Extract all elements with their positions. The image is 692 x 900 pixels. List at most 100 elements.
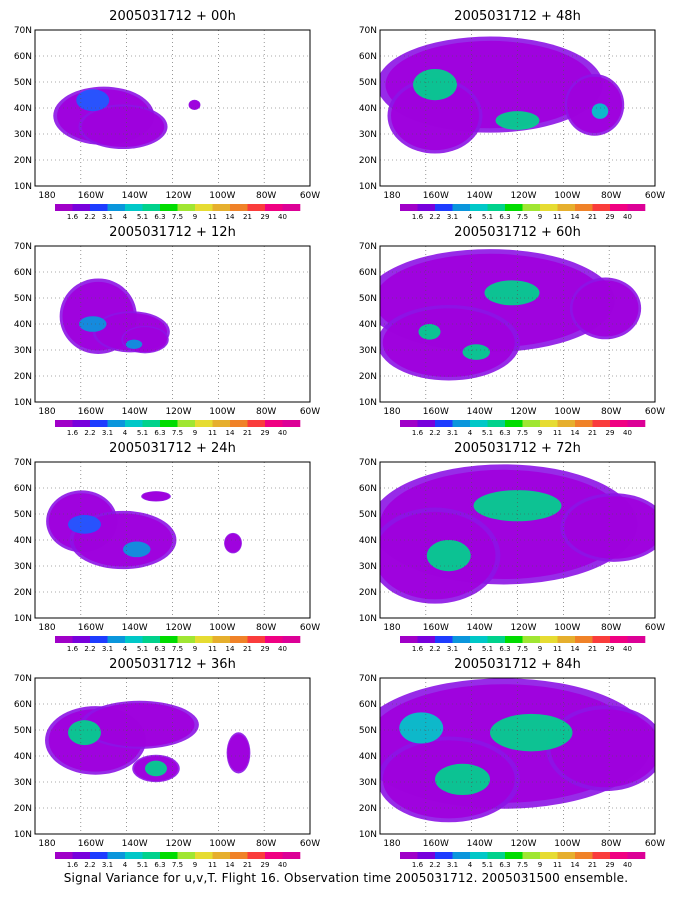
colorbar-label: 21 bbox=[588, 861, 597, 869]
lat-tick-label: 50N bbox=[14, 78, 32, 88]
colorbar-swatch bbox=[90, 636, 108, 643]
coastline bbox=[471, 46, 655, 143]
lat-tick-label: 40N bbox=[14, 752, 32, 762]
colorbar-label: 1.6 bbox=[412, 861, 424, 869]
colorbar-label: 14 bbox=[226, 645, 235, 653]
variance-region bbox=[591, 103, 609, 119]
colorbar-swatch bbox=[557, 420, 576, 427]
colorbar-label: 29 bbox=[606, 213, 615, 221]
colorbar-label: 29 bbox=[261, 861, 270, 869]
map-panel-p72: 2005031712 + 72h 70N 60N 50N 40N 30N 20N 10N 180… bbox=[359, 441, 665, 653]
colorbar-label: 11 bbox=[208, 429, 217, 437]
colorbar-swatch bbox=[400, 420, 418, 427]
lon-tick-label: 120W bbox=[510, 407, 536, 417]
colorbar-swatch bbox=[107, 204, 126, 211]
colorbar-label: 40 bbox=[278, 429, 287, 437]
lat-tick-label: 70N bbox=[359, 26, 377, 36]
coastline bbox=[573, 568, 617, 599]
lat-tick-label: 40N bbox=[359, 752, 377, 762]
coastline bbox=[573, 136, 617, 167]
colorbar-swatch bbox=[55, 420, 73, 427]
colorbar-label: 6.3 bbox=[154, 645, 165, 653]
colorbar-swatch bbox=[522, 204, 541, 211]
colorbar-label: 5.1 bbox=[482, 645, 493, 653]
lat-tick-label: 10N bbox=[14, 830, 32, 840]
colorbar-label: 9 bbox=[193, 861, 197, 869]
colorbar-swatch bbox=[610, 420, 628, 427]
colorbar-label: 14 bbox=[571, 645, 580, 653]
figure-caption: Signal Variance for u,v,T. Flight 16. Ob… bbox=[63, 871, 629, 885]
map-panel-p12: 2005031712 + 12h 70N 60N 50N 40N 30N 20N 10N 180… bbox=[14, 225, 320, 437]
colorbar-label: 40 bbox=[278, 645, 287, 653]
lat-tick-label: 70N bbox=[14, 674, 32, 684]
lon-tick-label: 100W bbox=[554, 407, 580, 417]
colorbar-swatch bbox=[435, 420, 453, 427]
plot-frame bbox=[379, 29, 656, 187]
colorbar-label: 9 bbox=[538, 645, 542, 653]
lon-tick-label: 120W bbox=[165, 623, 191, 633]
lat-tick-label: 60N bbox=[14, 268, 32, 278]
colorbar-label: 5.1 bbox=[482, 213, 493, 221]
lon-tick-label: 180 bbox=[38, 191, 55, 201]
colorbar-swatch bbox=[417, 852, 436, 859]
colorbar-label: 2.2 bbox=[429, 645, 440, 653]
lat-tick-label: 10N bbox=[359, 398, 377, 408]
colorbar-label: 40 bbox=[623, 645, 632, 653]
colorbar-swatch bbox=[505, 636, 523, 643]
panel-title: 2005031712 + 48h bbox=[454, 9, 581, 24]
colorbar-swatch bbox=[230, 852, 248, 859]
colorbar-label: 11 bbox=[208, 645, 217, 653]
colorbar-swatch bbox=[107, 852, 126, 859]
colorbar-swatch bbox=[522, 852, 541, 859]
colorbar-label: 1.6 bbox=[67, 429, 79, 437]
lat-tick-label: 70N bbox=[359, 242, 377, 252]
lon-tick-label: 60W bbox=[300, 191, 320, 201]
lon-tick-label: 80W bbox=[601, 839, 621, 849]
colorbar-label: 1.6 bbox=[67, 645, 79, 653]
lon-tick-label: 160W bbox=[423, 191, 449, 201]
colorbar-swatch bbox=[160, 636, 178, 643]
lat-tick-label: 50N bbox=[14, 726, 32, 736]
colorbar-label: 4 bbox=[468, 213, 473, 221]
lon-tick-label: 80W bbox=[601, 407, 621, 417]
colorbar-swatch bbox=[540, 204, 558, 211]
lon-tick-label: 100W bbox=[209, 839, 235, 849]
lon-tick-label: 160W bbox=[78, 839, 104, 849]
plot-frame bbox=[34, 29, 311, 187]
lon-tick-label: 140W bbox=[122, 407, 148, 417]
colorbar-label: 4 bbox=[123, 645, 128, 653]
lon-tick-label: 120W bbox=[510, 623, 536, 633]
colorbar-label: 9 bbox=[193, 429, 197, 437]
lon-tick-label: 100W bbox=[554, 839, 580, 849]
colorbar-swatch bbox=[417, 204, 436, 211]
lat-tick-label: 30N bbox=[14, 346, 32, 356]
colorbar-label: 2.2 bbox=[84, 429, 95, 437]
colorbar-label: 2.2 bbox=[84, 213, 95, 221]
variance-region bbox=[391, 81, 479, 151]
colorbar-swatch bbox=[417, 420, 436, 427]
colorbar-label: 1.6 bbox=[67, 213, 79, 221]
colorbar-label: 1.6 bbox=[412, 645, 424, 653]
colorbar-swatch bbox=[195, 204, 213, 211]
colorbar-label: 3.1 bbox=[447, 213, 458, 221]
lon-tick-label: 140W bbox=[467, 623, 493, 633]
variance-region bbox=[426, 540, 471, 572]
colorbar-swatch bbox=[522, 636, 541, 643]
lat-tick-label: 40N bbox=[359, 320, 377, 330]
colorbar-swatch bbox=[282, 636, 301, 643]
colorbar-label: 14 bbox=[226, 429, 235, 437]
colorbar-label: 6.3 bbox=[499, 861, 510, 869]
colorbar-swatch bbox=[265, 204, 283, 211]
coastline bbox=[573, 784, 617, 815]
colorbar-swatch bbox=[452, 636, 471, 643]
lon-tick-label: 160W bbox=[423, 407, 449, 417]
panel-title: 2005031712 + 24h bbox=[109, 441, 236, 456]
colorbar-label: 3.1 bbox=[102, 429, 113, 437]
colorbar-swatch bbox=[575, 636, 593, 643]
colorbar-swatch bbox=[177, 636, 196, 643]
coastline bbox=[228, 136, 272, 167]
colorbar-swatch bbox=[452, 204, 471, 211]
lon-tick-label: 140W bbox=[122, 623, 148, 633]
colorbar-swatch bbox=[177, 420, 196, 427]
colorbar-swatch bbox=[177, 852, 196, 859]
